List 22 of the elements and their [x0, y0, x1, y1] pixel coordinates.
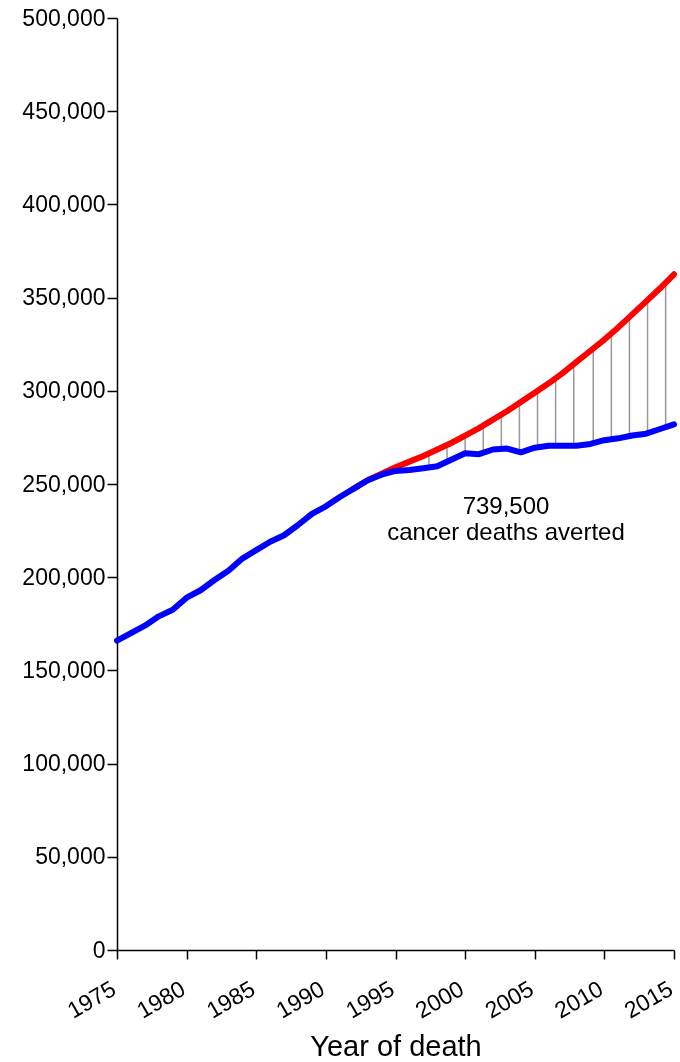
y-tick-label: 150,000 — [22, 656, 106, 683]
x-tick-label: 1985 — [201, 975, 260, 1024]
x-tick-label: 1990 — [271, 975, 329, 1024]
x-tick-label: 2010 — [550, 975, 608, 1024]
x-tick-label: 1995 — [341, 975, 399, 1024]
y-tick-label: 300,000 — [22, 377, 106, 404]
y-tick-label: 400,000 — [22, 190, 106, 217]
y-tick-label: 350,000 — [22, 284, 106, 311]
y-tick-label: 450,000 — [22, 97, 106, 124]
y-tick-label: 250,000 — [22, 470, 106, 497]
y-tick-label: 100,000 — [22, 750, 106, 777]
x-tick-label: 2005 — [480, 975, 538, 1024]
x-tick-label: 2015 — [619, 975, 677, 1024]
x-tick-label: 1980 — [132, 975, 190, 1024]
annotation: 739,500 cancer deaths averted — [387, 492, 625, 545]
y-tick-label: 200,000 — [22, 563, 106, 590]
x-tick-label: 2000 — [410, 975, 469, 1024]
y-tick-label: 500,000 — [22, 4, 106, 31]
y-tick-label: 50,000 — [35, 843, 106, 870]
x-axis-title: Year of death — [310, 1029, 482, 1062]
y-tick-label: 0 — [92, 936, 106, 963]
x-tick-label: 1975 — [62, 975, 120, 1024]
